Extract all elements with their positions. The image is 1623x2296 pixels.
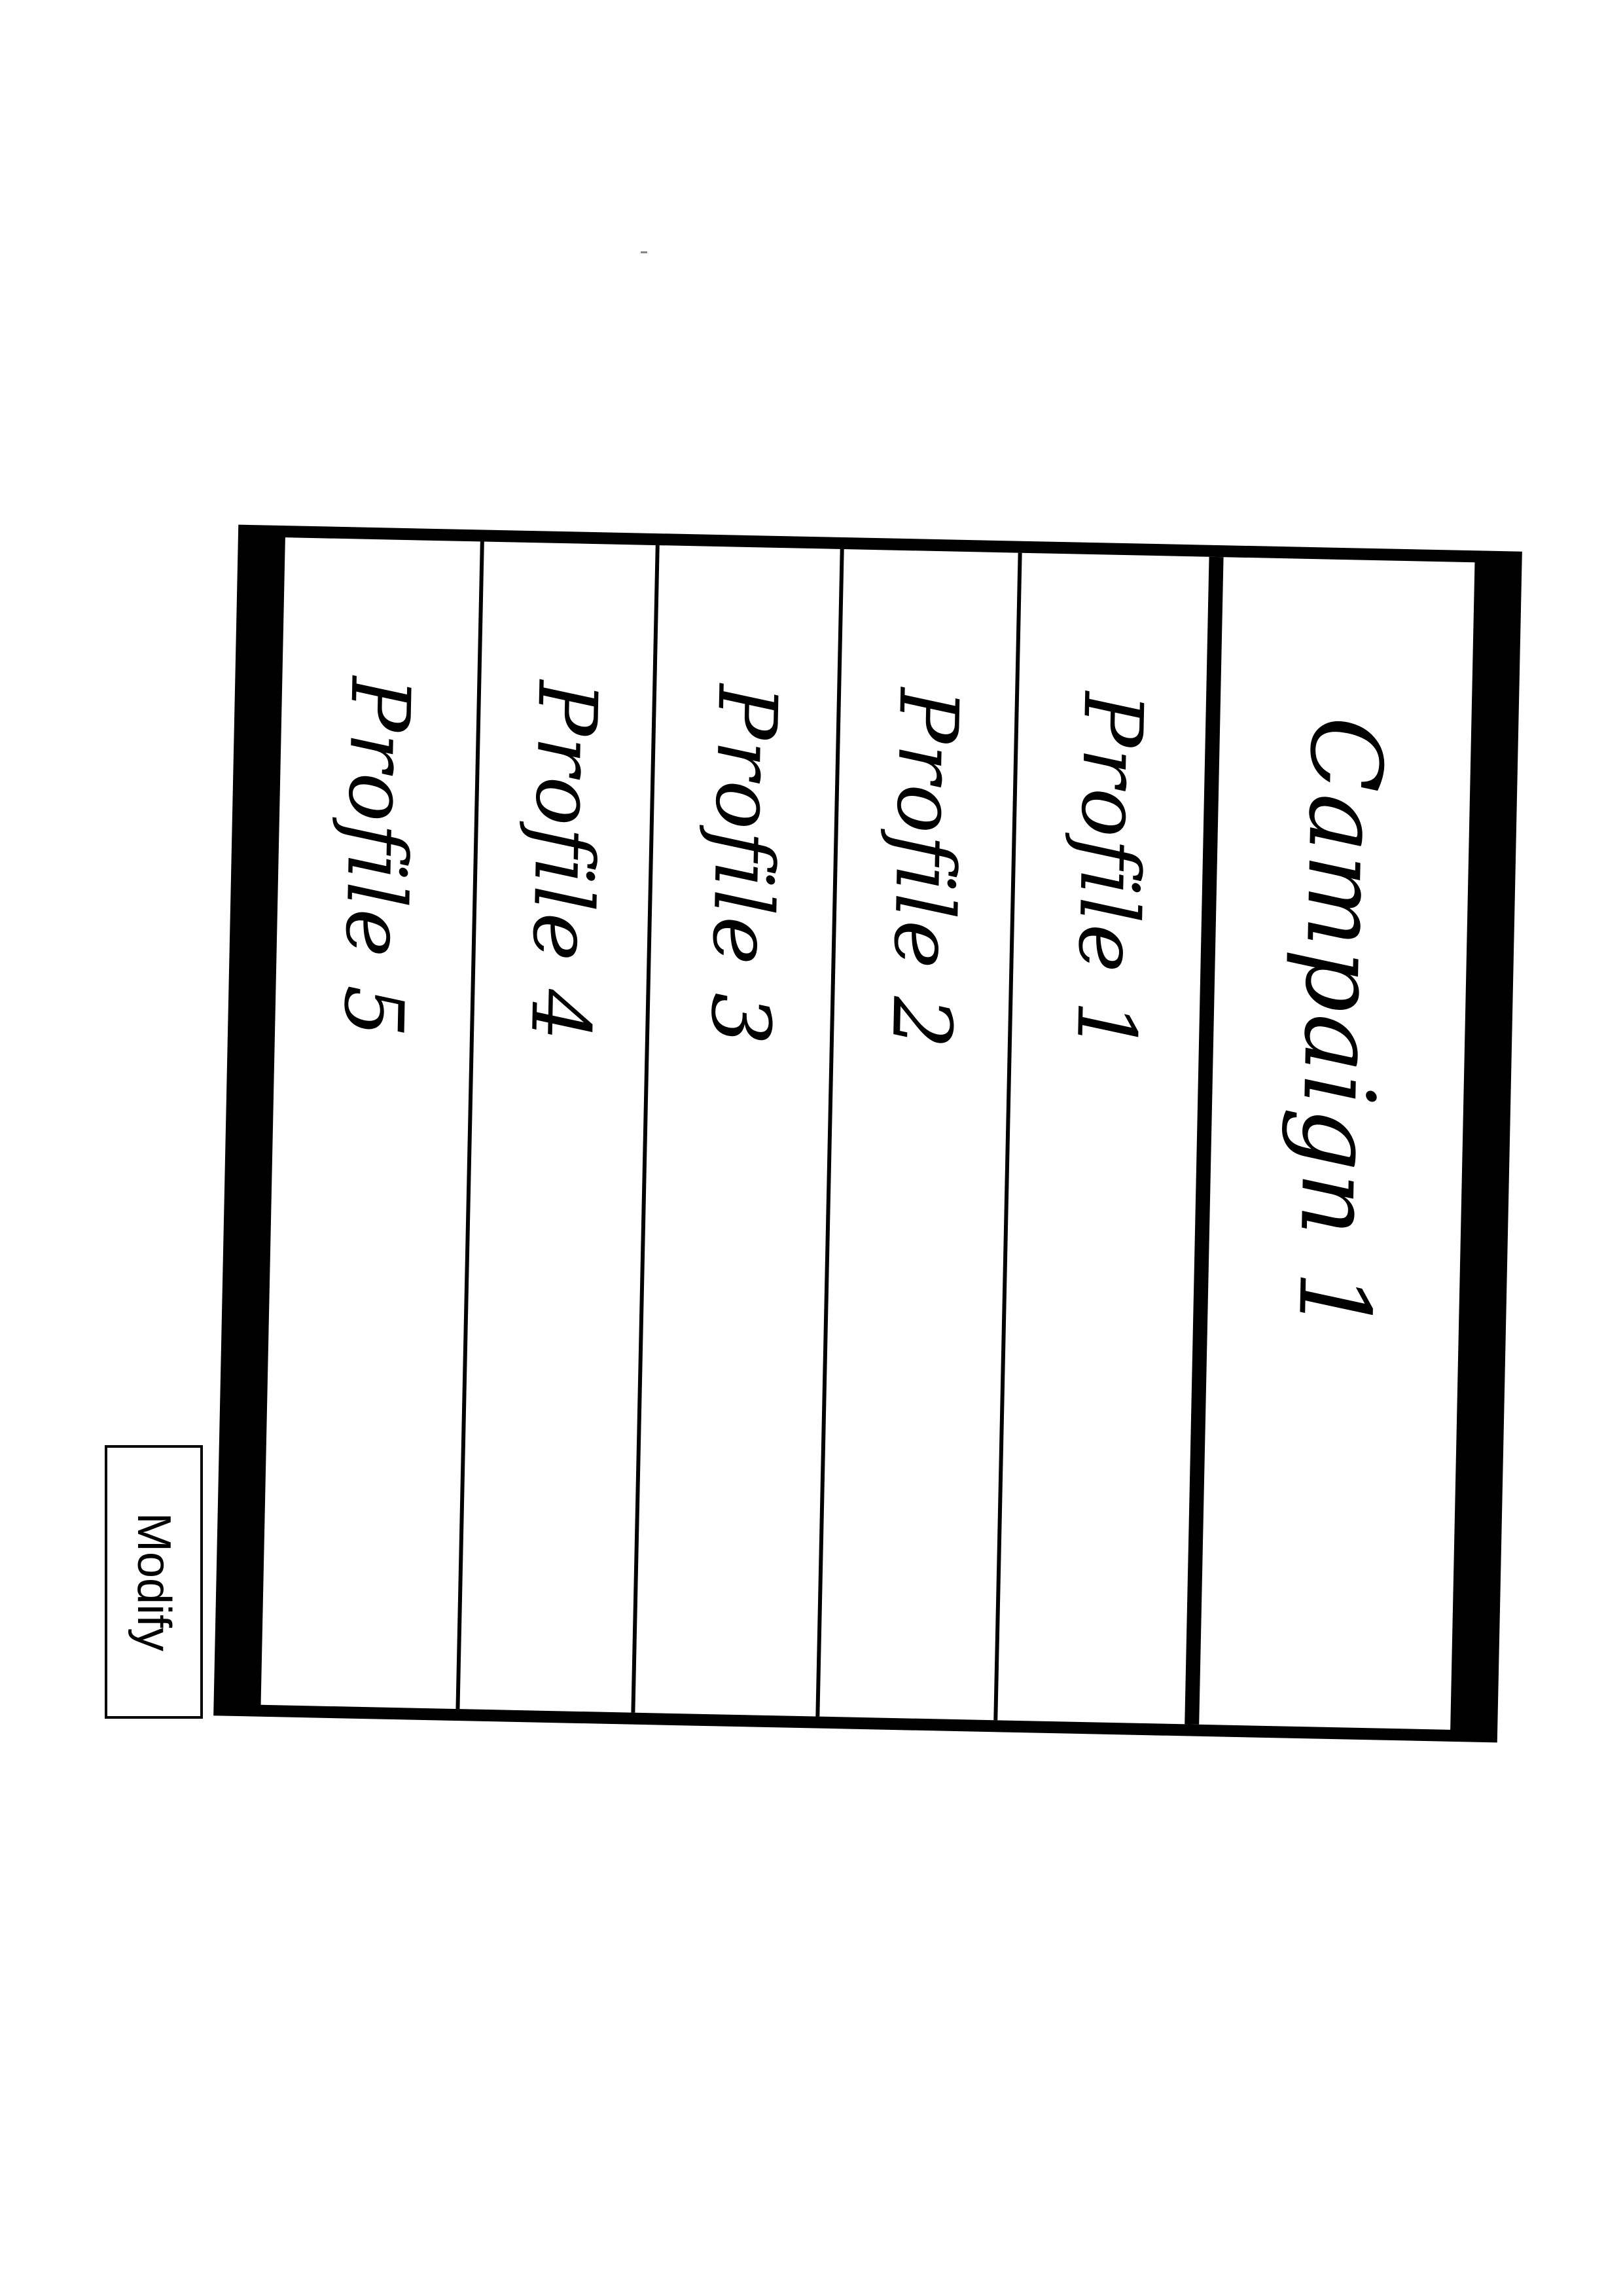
profile-row-2[interactable]: Profile 2	[815, 548, 1018, 1721]
profile-row-5[interactable]: Profile 5	[261, 537, 480, 1709]
profile-label-2: Profile 2	[873, 687, 976, 1051]
profile-row-3[interactable]: Profile 3	[631, 545, 840, 1717]
modify-button[interactable]: Modify	[105, 1445, 203, 1719]
profile-label-3: Profile 3	[692, 683, 794, 1047]
profile-row-4[interactable]: Profile 4	[455, 541, 656, 1713]
campaign-list: Profile 5 Profile 4 Profile 3 Profile 2 …	[261, 537, 1475, 1730]
stray-mark	[641, 251, 647, 253]
campaign-panel: Profile 5 Profile 4 Profile 3 Profile 2 …	[213, 524, 1522, 1743]
campaign-header[interactable]: Campaign 1	[1185, 556, 1475, 1730]
profile-label-1: Profile 1	[1058, 691, 1160, 1055]
profile-label-5: Profile 5	[325, 675, 427, 1039]
profile-row-1[interactable]: Profile 1	[993, 552, 1209, 1725]
profile-label-4: Profile 4	[512, 679, 615, 1043]
modify-button-label: Modify	[128, 1512, 180, 1652]
campaign-title: Campaign 1	[1275, 715, 1403, 1337]
